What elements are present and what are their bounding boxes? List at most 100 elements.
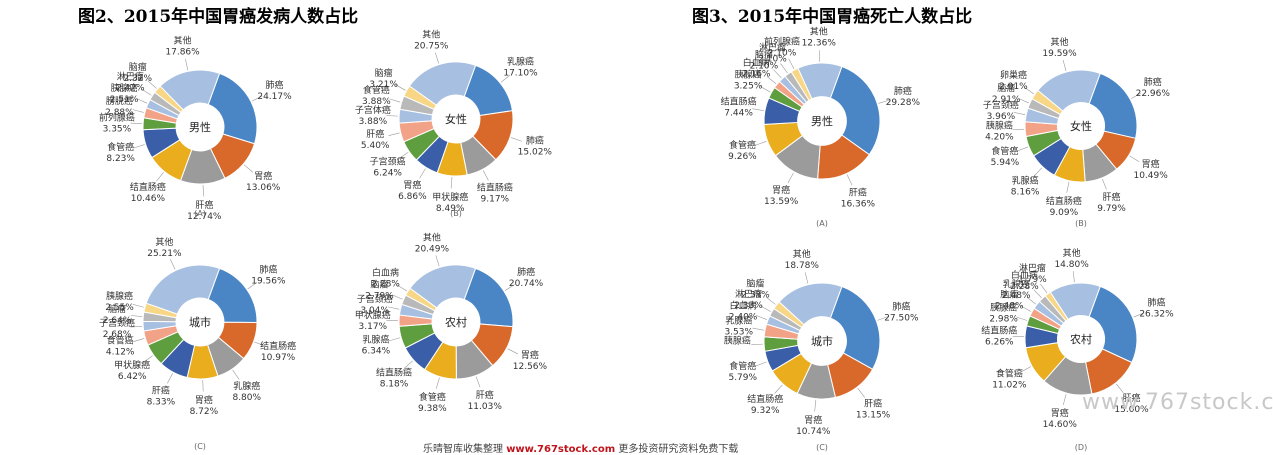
slice-value-0-3: 10.46% [131,194,166,204]
leader-0-1 [244,165,253,172]
leader-1-6 [388,133,399,136]
leader-0-10 [185,59,187,70]
slice-value-2-9: 2.55% [105,303,134,313]
slice-name-7-9: 淋巴瘤 [1019,262,1046,274]
slice-name-3-10: 其他 [423,231,441,243]
slice-name-5-10: 其他 [1051,36,1069,48]
slice-name-3-2: 肝癌 [476,389,494,401]
slice-name-2-9: 胰腺癌 [106,290,133,302]
slice-name-5-1: 胃癌 [1142,158,1160,170]
leader-3-1 [508,349,518,354]
leader-2-8 [131,315,142,316]
leader-3-2 [476,377,480,388]
slice-value-0-8: 2.42% [116,84,145,94]
slice-value-4-4: 7.44% [724,108,753,118]
slice-name-1-3: 甲状腺癌 [432,191,468,203]
leader-2-9 [133,304,144,307]
donut-center-label-7: 农村 [1070,332,1092,346]
slice-value-5-9: 2.91% [999,82,1028,92]
slice-name-4-2: 胃癌 [772,184,790,196]
slice-name-3-1: 胃癌 [521,349,539,361]
leader-6-2 [815,400,816,412]
leader-4-8 [781,64,788,73]
slice-name-0-1: 胃癌 [254,170,272,182]
donut-chart-7: 肺癌26.32%肝癌15.00%胃癌14.60%食管癌11.02%结直肠癌6.2… [981,247,1174,452]
slice-name-1-2: 结直肠癌 [477,182,513,194]
slice-value-0-4: 8.23% [106,154,135,164]
slice-name-7-4: 结直肠癌 [981,325,1017,337]
leader-5-4 [1034,168,1042,176]
watermark-right: www.767stock.com [1082,390,1273,415]
leader-2-2 [233,370,239,379]
leader-5-2 [1102,179,1106,189]
slice-value-5-1: 10.49% [1133,171,1168,181]
slice-value-5-0: 22.96% [1136,89,1171,99]
leader-0-2 [203,185,204,196]
slice-name-2-2: 乳腺癌 [233,380,260,392]
slice-name-5-0: 肺癌 [1144,76,1162,88]
slice-value-0-0: 24.17% [257,92,292,102]
slice-value-6-1: 13.15% [856,411,891,421]
slice-value-5-4: 8.16% [1011,188,1040,198]
slice-value-3-9: 2.28% [371,280,400,290]
slice-name-3-5: 乳腺癌 [362,334,389,346]
leader-2-10 [170,259,175,269]
slice-name-3-4: 结直肠癌 [376,367,412,379]
leader-5-6 [1013,129,1024,130]
leader-3-5 [389,338,400,341]
slice-value-1-0: 17.10% [503,68,538,78]
leader-0-3 [156,172,163,181]
donut-chart-1: 乳腺癌17.10%肺癌15.02%结直肠癌9.17%甲状腺癌8.49%胃癌6.8… [355,29,553,218]
slice-name-3-3: 食管癌 [419,391,446,403]
slice-name-1-6: 肝癌 [366,128,384,140]
slice-value-5-5: 5.94% [991,158,1020,168]
slice-value-4-9: 2.10% [768,48,797,58]
leader-6-1 [858,388,865,397]
slice-value-6-3: 9.32% [751,406,780,416]
slice-value-1-1: 15.02% [518,148,553,158]
slice-value-2-10: 25.21% [147,249,182,259]
leader-3-10 [436,255,439,266]
leader-4-1 [847,175,852,186]
leader-1-2 [483,170,488,180]
slice-name-1-1: 肺癌 [526,135,544,147]
slice-name-4-3: 食管癌 [729,139,756,151]
slice-value-1-6: 5.40% [361,141,390,151]
slice-value-3-6: 3.17% [359,322,388,332]
slice-name-4-10: 其他 [810,25,828,37]
leader-1-3 [451,177,452,188]
slice-value-1-8: 3.88% [362,97,391,107]
slice-name-5-4: 乳腺癌 [1012,175,1039,187]
leader-5-1 [1130,156,1140,162]
leader-1-10 [435,53,438,64]
slice-name-1-0: 乳腺癌 [507,55,534,67]
slice-name-7-3: 食管癌 [996,367,1023,379]
slice-name-7-10: 其他 [1063,247,1081,259]
slice-value-6-4: 5.79% [728,373,757,383]
slice-value-1-10: 20.75% [414,42,449,52]
slice-value-1-2: 9.17% [481,195,510,205]
leader-5-10 [1063,60,1066,71]
panel-tag-5: (B) [1075,219,1087,228]
slice-name-2-4: 肝癌 [152,384,170,396]
slice-value-4-10: 12.36% [802,38,837,48]
slice-value-4-0: 29.28% [886,98,921,108]
slice-value-5-7: 3.96% [987,112,1016,122]
leader-6-4 [756,362,767,366]
slice-value-3-5: 6.34% [362,347,391,357]
leader-2-3 [203,380,204,391]
slice-name-0-9: 脑瘤 [129,61,147,73]
slice-name-3-9: 白血病 [372,267,399,279]
slice-value-0-1: 13.06% [246,183,281,193]
slice-name-7-2: 胃癌 [1051,407,1069,419]
donut-center-label-2: 城市 [189,315,211,329]
slice-value-0-9: 2.32% [123,74,152,84]
slice-value-3-7: 3.04% [360,306,389,316]
leader-0-4 [134,145,145,148]
leader-7-5 [1016,317,1027,321]
slice-value-3-8: 2.79% [365,291,394,301]
slice-value-0-10: 17.86% [165,48,200,58]
slice-name-6-4: 食管癌 [729,360,756,372]
slice-value-7-7: 2.48% [1002,291,1031,301]
slice-value-2-4: 8.33% [147,397,176,407]
